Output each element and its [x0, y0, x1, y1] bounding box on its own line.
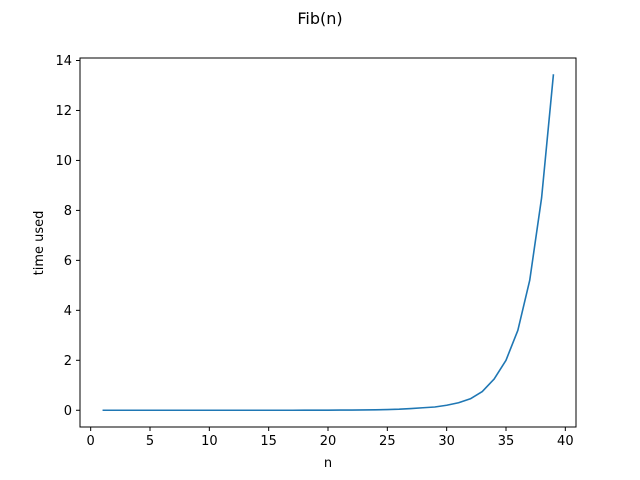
x-tick-label: 30 — [438, 434, 455, 449]
chart-title: Fib(n) — [297, 9, 342, 28]
y-tick-label: 4 — [64, 304, 72, 319]
x-axis-label: n — [324, 456, 332, 471]
x-tick-label: 5 — [146, 434, 154, 449]
plot-area — [80, 58, 576, 427]
x-tick-label: 35 — [498, 434, 515, 449]
series-line-0 — [102, 74, 555, 412]
y-tick-label: 10 — [55, 154, 72, 169]
x-tick-label: 20 — [320, 434, 337, 449]
series-layer — [102, 74, 555, 412]
x-tick-label: 40 — [557, 434, 574, 449]
y-tick-label: 0 — [64, 404, 72, 419]
y-tick-label: 8 — [64, 204, 72, 219]
y-axis-label: time used — [32, 211, 47, 276]
y-tick-label: 6 — [64, 254, 72, 269]
axes-layer: 0 5 10 15 20 25 30 35 40 0 2 4 6 8 10 12 14 — [55, 54, 577, 449]
x-tick-label: 10 — [201, 434, 218, 449]
y-tick-label: 14 — [55, 54, 72, 69]
y-tick-label: 12 — [55, 104, 72, 119]
x-tick-label: 25 — [379, 434, 396, 449]
x-tick-label: 0 — [87, 434, 95, 449]
plot-background — [80, 58, 576, 427]
y-tick-label: 2 — [64, 354, 72, 369]
x-tick-label: 15 — [260, 434, 277, 449]
